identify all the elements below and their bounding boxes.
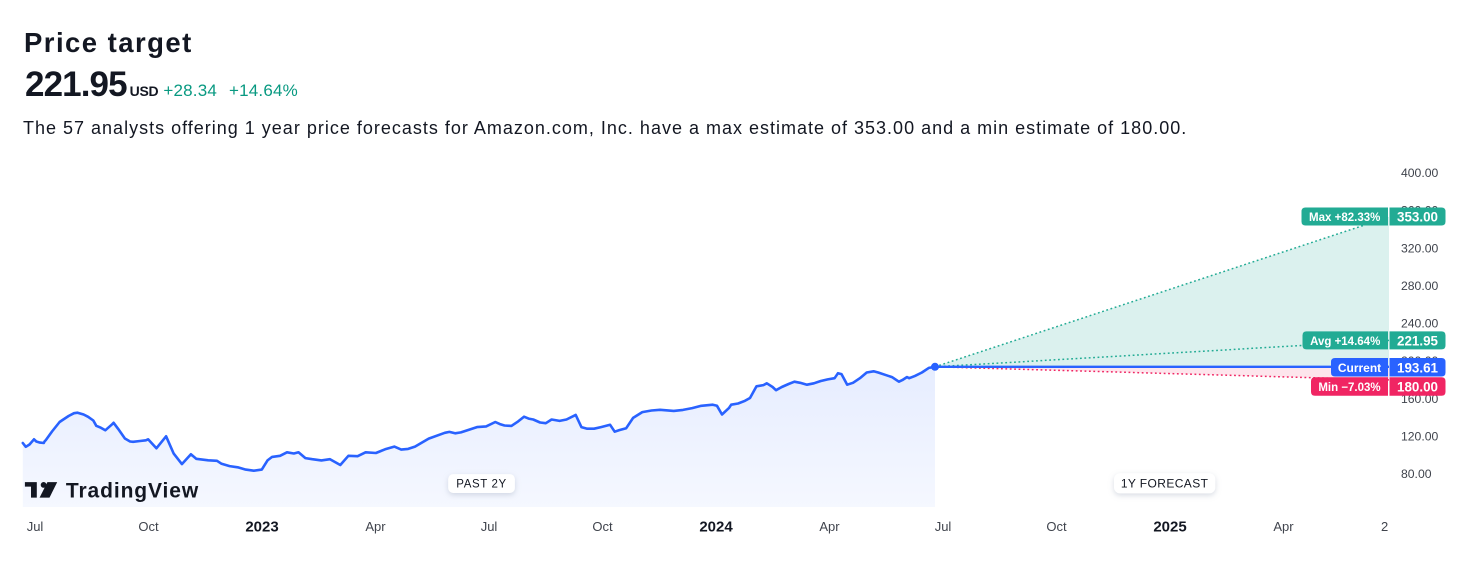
svg-text:Jul: Jul	[481, 519, 498, 534]
svg-text:353.00: 353.00	[1397, 210, 1438, 225]
svg-text:Jul: Jul	[27, 519, 44, 534]
svg-text:Current: Current	[1338, 361, 1381, 375]
svg-text:Oct: Oct	[592, 519, 613, 534]
svg-text:2: 2	[1381, 519, 1388, 534]
svg-text:Jul: Jul	[935, 519, 952, 534]
svg-text:Oct: Oct	[1046, 519, 1067, 534]
svg-text:Apr: Apr	[1273, 519, 1294, 534]
svg-text:180.00: 180.00	[1397, 379, 1438, 394]
svg-text:1Y FORECAST: 1Y FORECAST	[1121, 476, 1209, 490]
svg-text:PAST 2Y: PAST 2Y	[456, 479, 506, 491]
svg-text:320.00: 320.00	[1401, 241, 1438, 255]
svg-text:240.00: 240.00	[1401, 317, 1438, 331]
svg-text:193.61: 193.61	[1397, 360, 1439, 375]
svg-text:Max +82.33%: Max +82.33%	[1309, 212, 1380, 224]
svg-text:120.00: 120.00	[1401, 430, 1438, 444]
svg-text:2024: 2024	[699, 519, 733, 536]
svg-text:Apr: Apr	[819, 519, 840, 534]
svg-text:Apr: Apr	[365, 519, 386, 534]
svg-text:2025: 2025	[1153, 519, 1186, 536]
svg-text:400.00: 400.00	[1401, 166, 1438, 180]
svg-text:2023: 2023	[245, 519, 278, 536]
svg-text:280.00: 280.00	[1401, 279, 1438, 293]
svg-text:Min −7.03%: Min −7.03%	[1318, 382, 1380, 394]
svg-text:221.95: 221.95	[1397, 333, 1439, 348]
svg-text:TradingView: TradingView	[66, 480, 199, 503]
svg-text:80.00: 80.00	[1401, 467, 1432, 481]
svg-text:Avg +14.64%: Avg +14.64%	[1310, 336, 1380, 348]
svg-text:Oct: Oct	[138, 519, 159, 534]
